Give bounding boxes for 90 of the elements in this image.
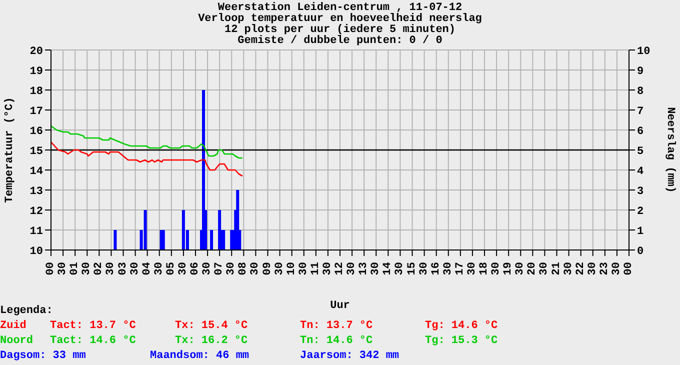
y2-tick-label: 0 [637, 246, 644, 258]
x-tick-label: 04 [141, 262, 154, 276]
x-tick-label: 03 [117, 262, 130, 276]
y-tick-label: 15 [30, 146, 44, 158]
text: Tx: 16.2 °C [175, 335, 248, 347]
x-tick-label: 30 [226, 262, 238, 276]
x-tick-label: 12 [334, 262, 346, 276]
x-tick-label: 30 [322, 262, 334, 276]
x-tick-label: 30 [538, 262, 551, 276]
x-tick-label: 10 [286, 262, 298, 276]
x-tick-label: 20 [526, 262, 539, 276]
x-tick-label: 30 [274, 262, 286, 276]
y-tick-label: 14 [30, 166, 44, 178]
x-tick-label: 18 [478, 262, 490, 276]
y2-tick-label: 2 [637, 206, 644, 218]
y2-tick-label: 1 [637, 226, 644, 238]
text: Tg: 14.6 °C [425, 320, 498, 332]
y-tick-label: 11 [30, 226, 44, 238]
chart-title: Weerstation Leiden-centrum , 11-07-12 [218, 2, 462, 14]
x-tick-label: 16 [430, 262, 442, 276]
x-tick-label: 30 [129, 262, 142, 276]
y-tick-label: 13 [30, 186, 44, 198]
x-tick-label: 23 [598, 262, 611, 276]
y2-tick-label: 8 [637, 86, 644, 98]
x-tick-label: 30 [586, 262, 599, 276]
x-tick-label: 07 [214, 262, 226, 276]
y-tick-label: 16 [30, 126, 43, 138]
text: Noord [0, 335, 34, 347]
text: Dagsom: 33 mm [0, 350, 86, 362]
x-axis-title: Uur [330, 300, 350, 312]
x-tick-label: 30 [177, 262, 190, 276]
x-tick-label: 30 [81, 262, 94, 276]
x-tick-label: 21 [550, 262, 563, 276]
x-tick-label: 11 [310, 262, 322, 276]
y2-tick-label: 10 [637, 46, 650, 58]
y2-tick-label: 5 [637, 146, 644, 158]
y-axis-title: Temperatuur (°C) [4, 97, 16, 203]
text: Tn: 14.6 °C [300, 335, 373, 347]
x-tick-label: 30 [153, 262, 166, 276]
y-tick-label: 12 [30, 206, 43, 218]
y2-tick-label: 7 [637, 106, 644, 118]
y2-tick-label: 3 [637, 186, 644, 198]
y2-axis-title: Neerslag (mm) [664, 107, 676, 193]
x-tick-label: 05 [165, 262, 178, 276]
chart-subtitle: Verloop temperatuur en hoeveelheid neerslag 12 plots per uur (iedere 5 minuten) Gemiste / dubbele punten: 0 / 0 [197, 13, 483, 47]
x-tick-label: 30 [466, 262, 478, 276]
x-tick-label: 09 [262, 262, 274, 276]
x-tick-label: 00 [623, 262, 635, 276]
x-tick-label: 30 [418, 262, 430, 276]
text: Tg: 15.3 °C [425, 335, 498, 347]
text: Tn: 13.7 °C [300, 320, 373, 332]
x-tick-label: 06 [190, 262, 202, 276]
x-tick-label: 30 [394, 262, 406, 276]
text: Zuid [0, 320, 26, 332]
x-tick-label: 00 [45, 262, 57, 276]
x-tick-label: 17 [454, 262, 466, 276]
x-tick-label: 30 [370, 262, 382, 276]
x-tick-label: 30 [250, 262, 262, 276]
text: Tact: 13.7 °C [50, 320, 136, 332]
y2-tick-label: 4 [637, 166, 644, 178]
x-tick-label: 30 [610, 262, 623, 276]
x-tick-label: 13 [358, 262, 370, 276]
y-tick-label: 10 [30, 246, 43, 258]
x-tick-label: 02 [93, 262, 106, 276]
y-tick-label: 19 [30, 66, 43, 78]
x-tick-label: 14 [382, 262, 394, 276]
x-tick-label: 01 [69, 262, 82, 276]
x-tick-label: 30 [490, 262, 503, 276]
y-tick-label: 18 [30, 86, 44, 98]
x-tick-label: 30 [105, 262, 118, 276]
x-tick-label: 30 [346, 262, 358, 276]
y2-tick-label: 6 [637, 126, 644, 138]
text: Maandsom: 46 mm [150, 350, 250, 362]
text: Tact: 14.6 °C [50, 335, 136, 347]
x-tick-label: 22 [574, 262, 587, 276]
x-tick-label: 30 [514, 262, 527, 276]
y2-tick-label: 9 [637, 66, 644, 78]
x-tick-label: 30 [57, 262, 70, 276]
x-tick-label: 30 [442, 262, 454, 276]
text: Tx: 15.4 °C [175, 320, 248, 332]
x-tick-label: 15 [406, 262, 418, 276]
x-tick-label: 08 [238, 262, 250, 276]
text: Legenda: [0, 305, 53, 317]
x-tick-label: 30 [202, 262, 214, 276]
y-tick-label: 17 [30, 106, 43, 118]
y-tick-label: 20 [30, 46, 43, 58]
text: Jaarsom: 342 mm [300, 350, 400, 362]
x-tick-label: 30 [562, 262, 575, 276]
x-tick-label: 30 [298, 262, 310, 276]
x-tick-label: 19 [502, 262, 515, 276]
